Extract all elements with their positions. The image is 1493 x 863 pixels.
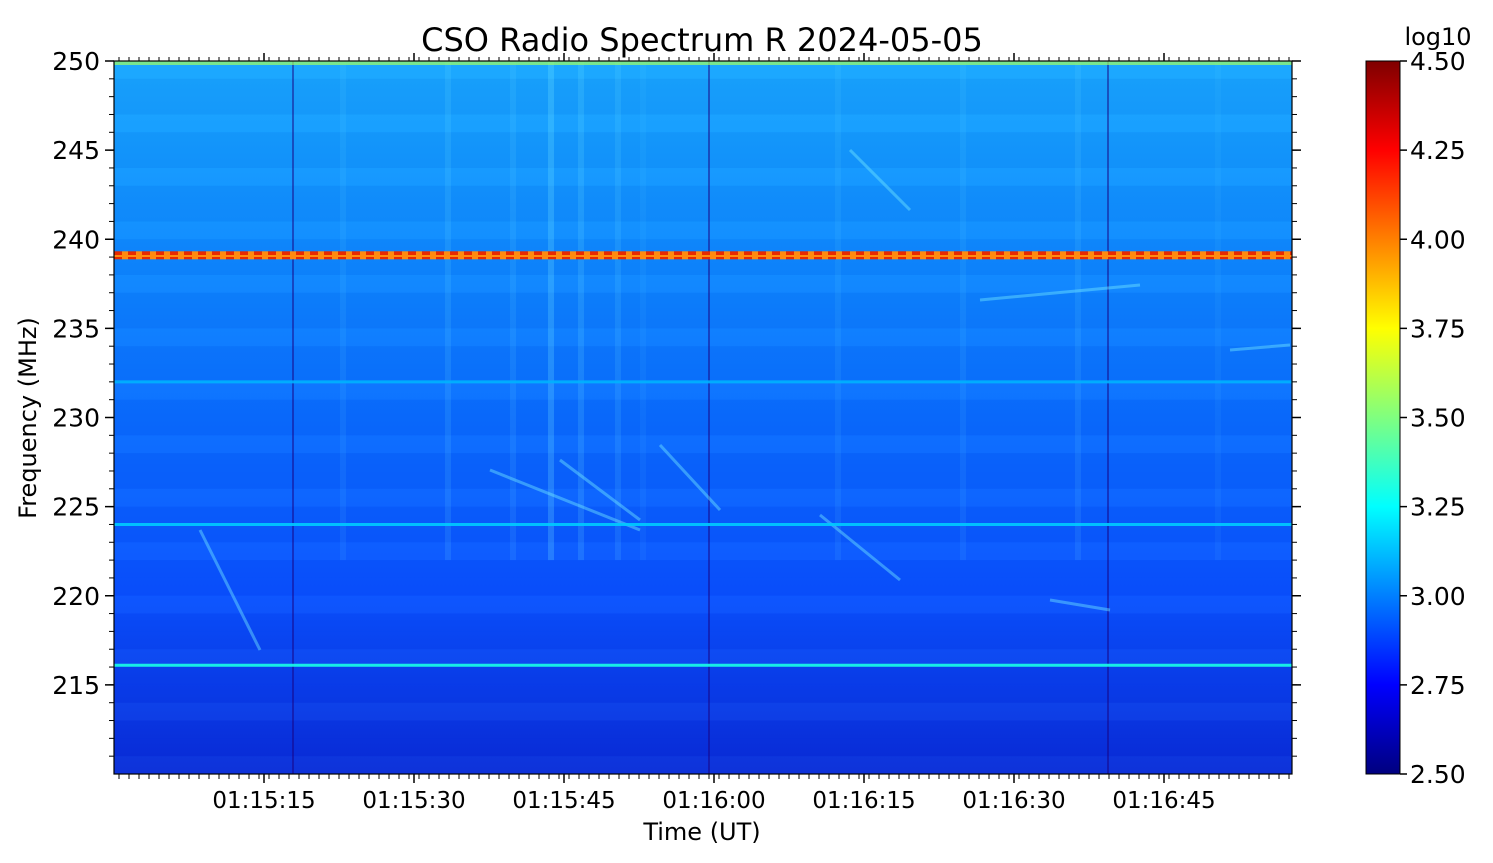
texture-band [114, 542, 1292, 561]
colorbar-tick-label: 3.00 [1410, 582, 1466, 611]
texture-band [114, 417, 1292, 436]
texture-band [114, 328, 1292, 347]
colorbar-tick-label: 3.75 [1410, 314, 1466, 343]
vertical-streak [340, 61, 346, 561]
x-tick-label: 01:16:45 [1112, 788, 1215, 814]
texture-band [114, 577, 1292, 596]
x-axis: 01:15:15 01:15:30 01:15:45 01:16:00 01:16:15… [118, 53, 1290, 814]
colorbar-tick-label: 4.25 [1410, 136, 1466, 165]
texture-band [114, 631, 1292, 650]
y-axis: 215 220 225 230 235 240 245 250 [52, 47, 1301, 757]
texture-band [114, 506, 1292, 525]
vertical-streak [1075, 61, 1081, 561]
texture-band [114, 720, 1292, 739]
texture-band [114, 560, 1292, 578]
burst-stripe [1049, 598, 1111, 612]
colorbar-tick-label: 3.25 [1410, 493, 1466, 522]
texture-band [114, 150, 1292, 168]
vertical-streak [1215, 61, 1221, 561]
texture-band [114, 96, 1292, 115]
y-axis-label: Frequency (MHz) [14, 317, 42, 519]
texture-band [114, 756, 1292, 774]
spectrogram-plot-area [113, 60, 1293, 775]
colorbar-tick-label: 2.50 [1410, 760, 1466, 789]
texture-band [114, 274, 1292, 293]
strong-emission-band [114, 251, 1292, 260]
vertical-streak [578, 61, 584, 561]
texture-band [114, 78, 1292, 97]
colorbar-label: log10 [1404, 23, 1471, 51]
vertical-streak [510, 61, 516, 561]
texture-band [114, 346, 1292, 365]
texture-band [114, 381, 1292, 400]
y-tick-label: 230 [52, 404, 100, 433]
colorbar-tick-label: 3.50 [1410, 404, 1466, 433]
y-tick-label: 245 [52, 136, 100, 165]
vertical-streak [445, 61, 451, 561]
x-tick-label: 01:15:15 [212, 788, 315, 814]
spectrogram-background [114, 61, 1292, 774]
colorbar-gradient [1365, 60, 1401, 775]
burst-stripe [658, 443, 722, 512]
vertical-streak [835, 61, 841, 561]
top-edge-fringe [114, 61, 1292, 65]
vertical-streak [960, 61, 966, 561]
burst-stripe [489, 468, 641, 532]
y-tick-label: 220 [52, 582, 100, 611]
chart-title: CSO Radio Spectrum R 2024-05-05 [421, 21, 983, 59]
texture-band [114, 702, 1292, 721]
texture-band [114, 203, 1292, 222]
burst-stripe [1229, 343, 1291, 352]
burst-stripe [559, 458, 641, 522]
texture-band [114, 221, 1292, 240]
colorbar: log10 2.50 2.75 3.00 3.25 3.50 3.75 4.00 4.25 4.… [1365, 23, 1472, 789]
texture-band [114, 167, 1292, 186]
texture-band [114, 470, 1292, 489]
texture-band [114, 399, 1292, 418]
texture-band [114, 488, 1292, 507]
texture-band [114, 453, 1292, 471]
texture-band [114, 435, 1292, 454]
texture-band [114, 114, 1292, 133]
texture-band [114, 292, 1292, 311]
texture-band [114, 364, 1292, 382]
texture-band [114, 595, 1292, 614]
y-tick-label: 225 [52, 493, 100, 522]
x-axis-label: Time (UT) [642, 818, 760, 846]
y-tick-label: 250 [52, 47, 100, 76]
burst-stripe [979, 283, 1141, 302]
x-tick-label: 01:16:00 [662, 788, 765, 814]
texture-band [114, 524, 1292, 543]
texture-band [114, 738, 1292, 757]
texture-band [114, 132, 1292, 151]
colorbar-tick-label: 4.50 [1410, 47, 1466, 76]
y-tick-label: 240 [52, 225, 100, 254]
texture-band [114, 667, 1292, 685]
burst-stripe [198, 529, 262, 651]
vertical-streak [548, 61, 554, 561]
y-tick-label: 215 [52, 671, 100, 700]
texture-band [114, 310, 1292, 329]
x-tick-label: 01:16:15 [812, 788, 915, 814]
burst-stripe [848, 148, 912, 212]
texture-band [114, 61, 1292, 79]
x-tick-label: 01:15:45 [512, 788, 615, 814]
x-tick-label: 01:16:30 [962, 788, 1065, 814]
colorbar-tick-label: 2.75 [1410, 671, 1466, 700]
texture-band [114, 613, 1292, 632]
vertical-streak [640, 61, 646, 561]
x-tick-label: 01:15:30 [362, 788, 465, 814]
texture-band [114, 257, 1292, 275]
texture-band [114, 684, 1292, 703]
y-tick-label: 235 [52, 314, 100, 343]
texture-band [114, 185, 1292, 204]
vertical-streak [615, 61, 621, 561]
colorbar-tick-label: 4.00 [1410, 225, 1466, 254]
texture-band [114, 649, 1292, 668]
